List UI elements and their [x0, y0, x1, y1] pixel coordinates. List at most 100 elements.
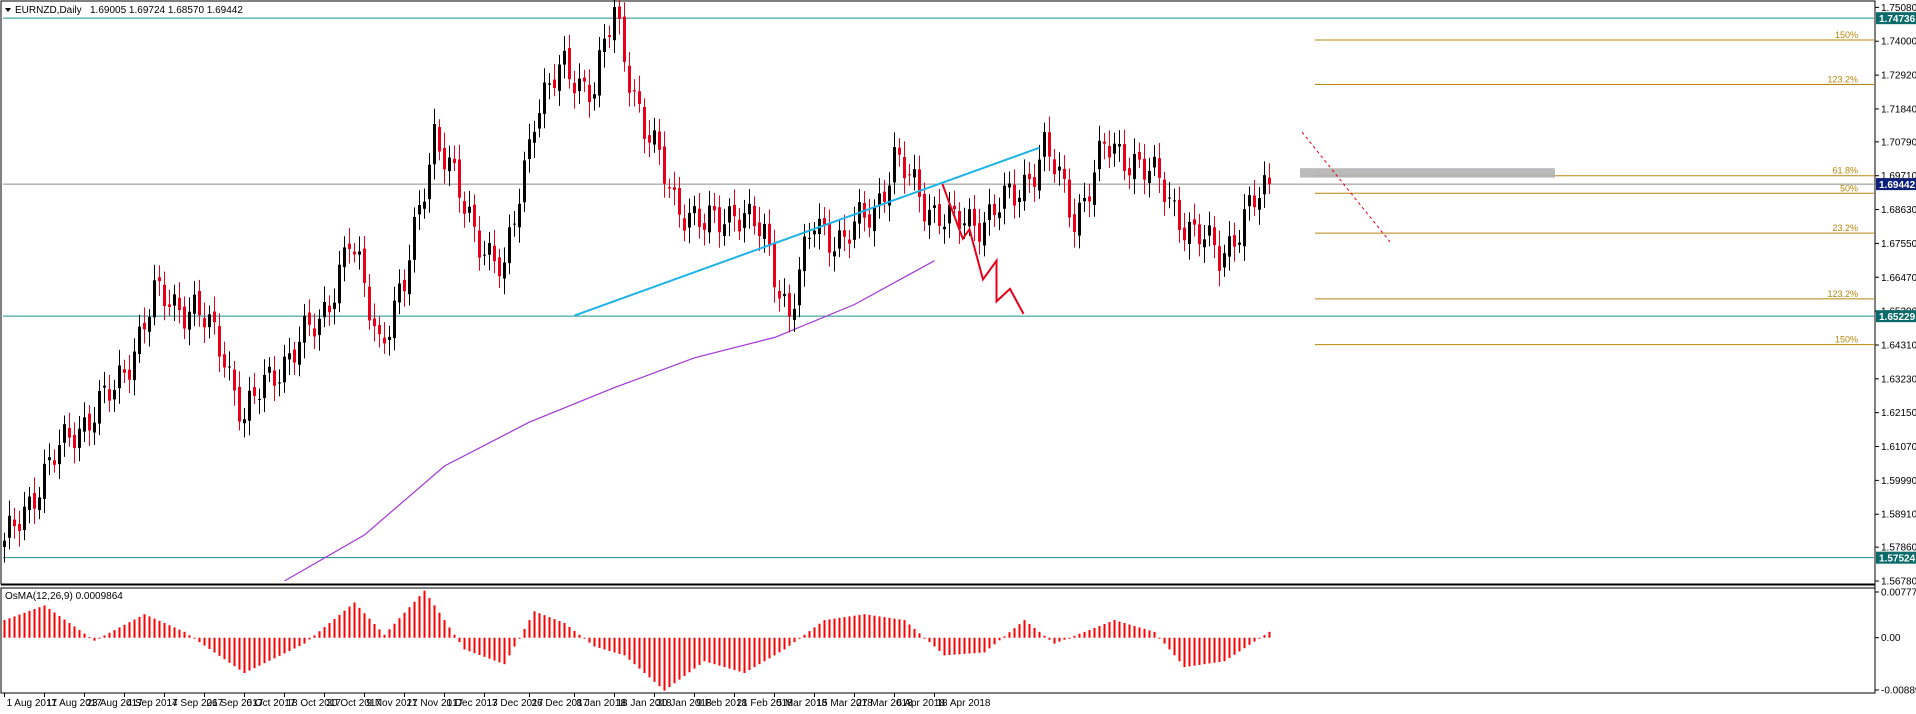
- candle-body: [1013, 184, 1016, 206]
- date-tick-label: 1 Aug 2017: [7, 698, 58, 709]
- osma-bar: [593, 637, 596, 647]
- candle-body: [1038, 159, 1041, 191]
- osma-bar: [3, 620, 6, 638]
- candle: [408, 244, 411, 306]
- osma-axis: 0.007776 0.00 -0.008891: [1875, 588, 1916, 697]
- candle-body: [1243, 209, 1246, 247]
- candle-body: [113, 390, 116, 400]
- candle: [1268, 163, 1271, 195]
- osma-bar: [1023, 620, 1026, 638]
- candle-body: [1203, 239, 1206, 248]
- osma-bar: [743, 637, 746, 674]
- date-tick-label: 9 Nov 2017: [367, 698, 419, 709]
- candle: [593, 82, 596, 111]
- candle: [813, 222, 816, 248]
- candle-body: [883, 191, 886, 202]
- candle: [1203, 224, 1206, 263]
- candle: [508, 214, 511, 275]
- candle-body: [428, 164, 431, 200]
- candle-body: [823, 218, 826, 226]
- candle: [38, 486, 41, 520]
- price-badge: 1.57524: [1876, 551, 1916, 565]
- osma-bar: [1073, 635, 1076, 638]
- fib-level-label: 123.2%: [1827, 74, 1858, 84]
- osma-bar: [483, 637, 486, 657]
- osma-bar: [353, 602, 356, 638]
- osma-bar: [1043, 635, 1046, 638]
- candle-body: [633, 90, 636, 92]
- osma-bar: [898, 619, 901, 638]
- osma-bar: [563, 623, 566, 638]
- candle-body: [1253, 195, 1256, 208]
- osma-bar: [8, 618, 11, 638]
- candle-body: [238, 386, 241, 422]
- candle-body: [1213, 227, 1216, 246]
- candle-body: [273, 370, 276, 386]
- candle: [453, 145, 456, 172]
- candle: [123, 359, 126, 384]
- osma-bar: [618, 637, 621, 654]
- candle: [528, 123, 531, 173]
- candle: [543, 68, 546, 129]
- trendline-group[interactable]: [574, 131, 1391, 317]
- osma-bar: [273, 637, 276, 659]
- osma-bar: [248, 637, 251, 671]
- trendline[interactable]: [574, 146, 1040, 317]
- candle-body: [1148, 170, 1151, 183]
- osma-bar: [178, 629, 181, 638]
- candle: [303, 303, 306, 359]
- price-tick-label: 1.64310: [1881, 340, 1916, 351]
- osma-bar: [1198, 637, 1201, 665]
- osma-bar: [533, 611, 536, 638]
- candle: [463, 191, 466, 228]
- candle: [1128, 157, 1131, 190]
- osma-bar: [1078, 633, 1081, 638]
- fib-level-label: 61.8%: [1832, 166, 1858, 176]
- osma-bar: [893, 618, 896, 638]
- candle: [238, 371, 241, 431]
- dropdown-triangle-icon[interactable]: [5, 8, 11, 12]
- candle-body: [1153, 156, 1156, 168]
- candle: [633, 79, 636, 107]
- candle: [1033, 163, 1036, 202]
- candle-body: [668, 187, 671, 189]
- candle-body: [433, 123, 436, 165]
- candle-body: [953, 205, 956, 210]
- moving-average: [284, 260, 935, 582]
- candle-body: [138, 326, 141, 354]
- candle-body: [358, 251, 361, 255]
- osma-bar: [713, 637, 716, 665]
- candle-body: [1103, 141, 1106, 144]
- osma-bar: [448, 627, 451, 638]
- candle: [113, 379, 116, 412]
- candle-body: [528, 139, 531, 159]
- candle-body: [243, 419, 246, 424]
- osma-bar: [1093, 627, 1096, 638]
- candle: [398, 269, 401, 315]
- candles: [3, 0, 1271, 563]
- candle: [143, 307, 146, 344]
- candle-body: [683, 218, 686, 231]
- osma-bar: [13, 616, 16, 638]
- osma-bar: [333, 618, 336, 638]
- candle: [1043, 122, 1046, 172]
- candle-body: [393, 300, 396, 339]
- candle: [248, 376, 251, 436]
- candle: [618, 0, 621, 35]
- candle-body: [98, 390, 101, 424]
- osma-bar: [358, 607, 361, 638]
- osma-bar: [43, 605, 46, 638]
- osma-bar: [108, 632, 111, 638]
- candle-body: [788, 293, 791, 317]
- osma-bar: [878, 616, 881, 638]
- candle: [58, 429, 61, 480]
- candle-body: [498, 257, 501, 277]
- osma-bar: [1123, 623, 1126, 638]
- candle: [728, 198, 731, 237]
- osma-bar: [388, 629, 391, 638]
- candle: [138, 314, 141, 363]
- candle-body: [63, 424, 66, 443]
- osma-bar: [698, 637, 701, 665]
- date-tick-label: 15 Mar 2018: [817, 698, 874, 709]
